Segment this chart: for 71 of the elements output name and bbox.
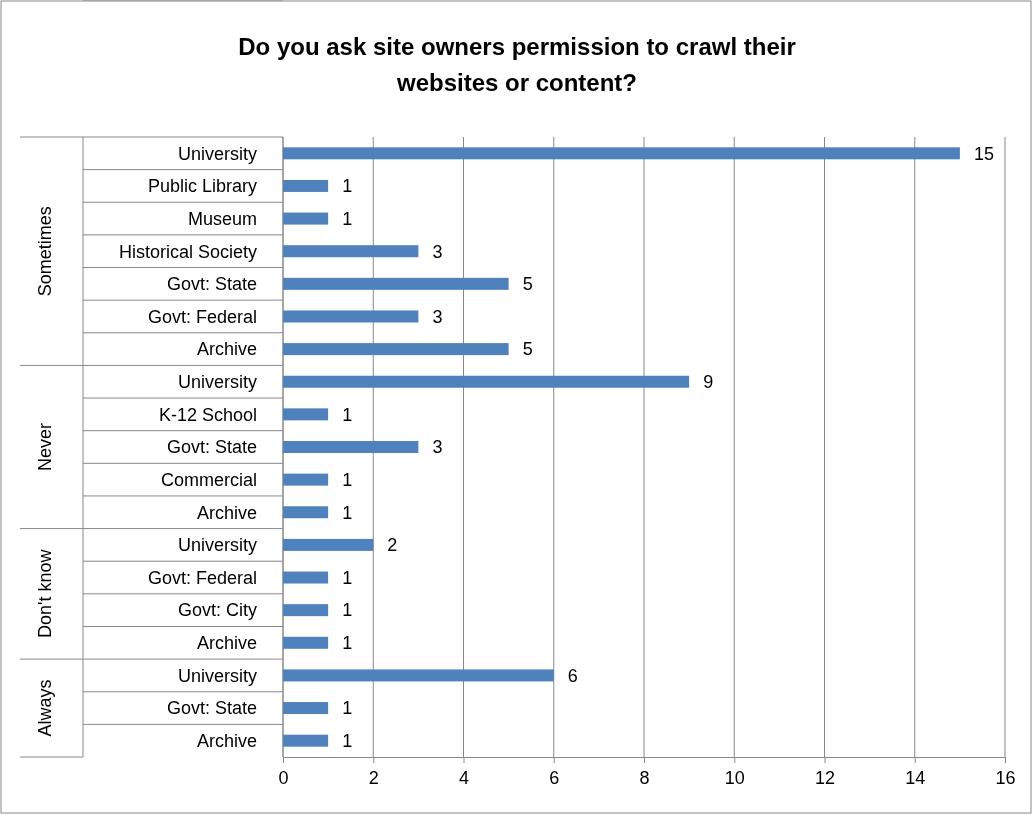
data-label: 1 <box>342 502 353 523</box>
y-tick-label: Govt: City <box>177 600 257 621</box>
x-tick-label: 16 <box>995 768 1016 788</box>
data-label: 1 <box>342 469 353 490</box>
text: Don't know <box>35 548 56 639</box>
bar <box>283 375 690 388</box>
x-tick-label: 2 <box>368 768 379 788</box>
y-tick-label: Archive <box>196 502 257 523</box>
x-tick-label: 12 <box>814 768 836 788</box>
bar <box>283 179 329 192</box>
data-label: 1 <box>342 208 353 229</box>
bar <box>283 636 329 649</box>
bar <box>283 441 419 453</box>
data-label: 5 <box>522 339 533 360</box>
data-label: 9 <box>703 372 714 393</box>
y-tick-label: University <box>177 665 257 686</box>
data-label: 3 <box>432 306 443 327</box>
bar <box>283 310 419 323</box>
y-tick-label: Govt: State <box>166 437 257 458</box>
data-label: 1 <box>342 730 353 751</box>
y-tick-label: University <box>177 372 257 393</box>
bar <box>283 734 329 747</box>
data-label: 1 <box>342 600 353 621</box>
bar <box>283 212 329 225</box>
y-tick-label: Govt: State <box>166 698 257 719</box>
data-label: 3 <box>432 241 443 262</box>
bar <box>283 702 329 715</box>
bar <box>283 506 329 519</box>
chart-title: Do you ask site owners permission to crawl their websites or content? <box>238 33 796 96</box>
bar <box>283 669 554 682</box>
data-label: 5 <box>522 274 533 295</box>
text: Sometimes <box>35 206 56 297</box>
data-label: 2 <box>387 535 398 556</box>
bar <box>283 245 419 258</box>
y-tick-label: Archive <box>196 339 257 360</box>
bar <box>283 473 329 486</box>
x-tick-label: 10 <box>724 768 745 788</box>
y-tick-label: Govt: Federal <box>147 306 257 327</box>
bar <box>283 277 509 290</box>
x-tick-label: 8 <box>639 768 650 788</box>
data-label: 1 <box>342 404 353 425</box>
data-label: 3 <box>432 437 443 458</box>
y-tick-label: Commercial <box>160 469 257 490</box>
bar <box>283 408 329 421</box>
data-label: 6 <box>567 665 578 686</box>
data-label: 15 <box>973 143 994 164</box>
text: Never <box>35 422 56 472</box>
bar <box>283 147 960 160</box>
y-tick-label: Museum <box>187 208 257 229</box>
y-tick-label: Archive <box>196 633 257 654</box>
y-tick-label: University <box>177 143 257 164</box>
y-tick-label: Govt: Federal <box>147 567 257 588</box>
data-label: 1 <box>342 176 353 197</box>
bar <box>283 604 329 617</box>
x-tick-label: 0 <box>278 768 289 788</box>
data-label: 1 <box>342 698 353 719</box>
x-tick-label: 6 <box>549 768 560 788</box>
bar <box>283 538 374 551</box>
y-tick-label: University <box>177 535 257 556</box>
y-tick-label: K-12 School <box>158 404 257 425</box>
data-label: 1 <box>342 633 353 654</box>
bar <box>283 571 329 584</box>
y-tick-label: Archive <box>196 730 257 751</box>
y-tick-label: Historical Society <box>118 241 257 262</box>
x-tick-label: 14 <box>905 768 926 788</box>
y-tick-label: Govt: State <box>166 274 257 295</box>
bar <box>283 343 509 356</box>
y-tick-label: Public Library <box>147 176 257 197</box>
data-label: 1 <box>342 567 353 588</box>
text: Always <box>35 679 56 737</box>
x-tick-label: 4 <box>458 768 470 788</box>
